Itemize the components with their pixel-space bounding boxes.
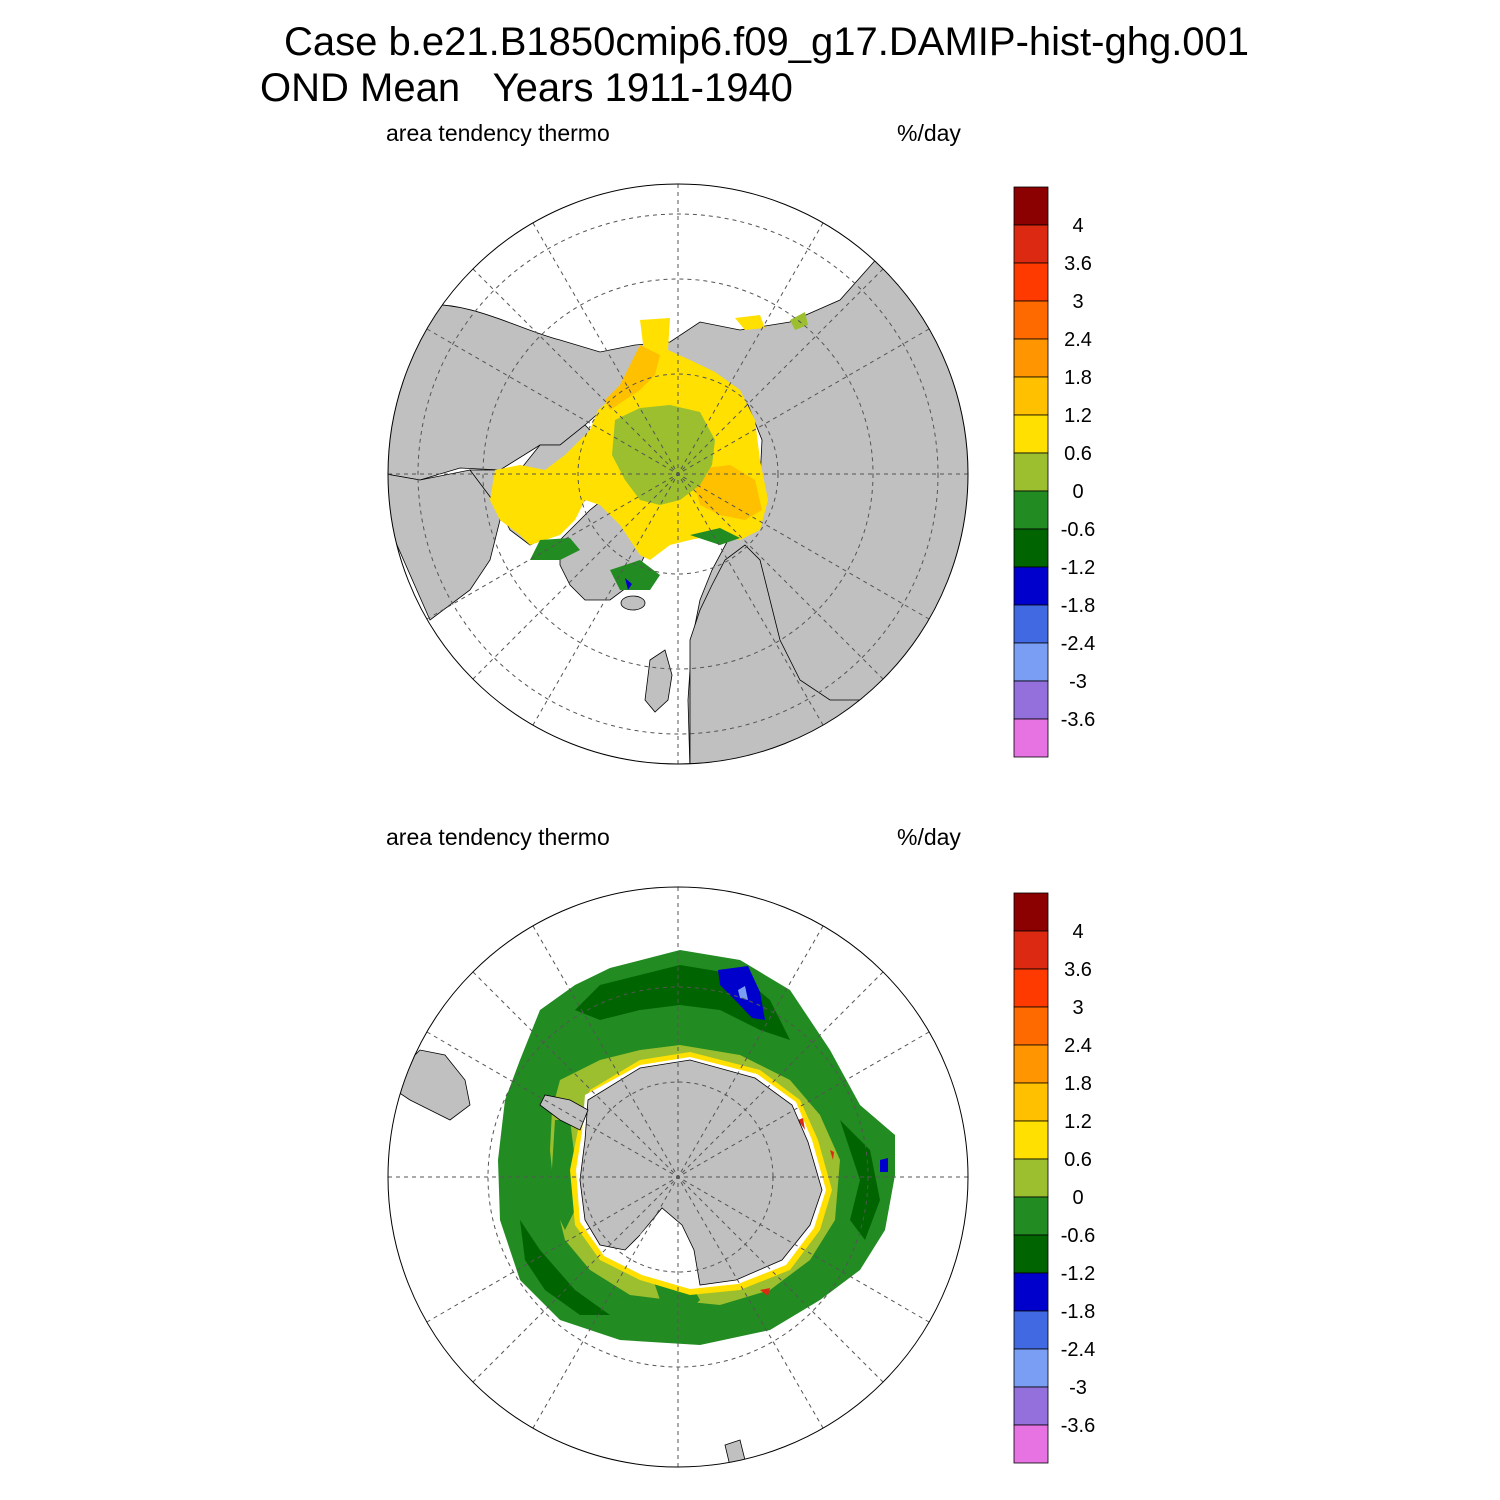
colorbar-swatch <box>1013 338 1049 378</box>
colorbar-swatch <box>1013 642 1049 682</box>
colorbar-swatch <box>1013 1158 1049 1198</box>
colorbar-tick-label: -1.2 <box>1061 557 1095 579</box>
colorbar-swatch <box>1013 892 1049 932</box>
colorbar-swatch <box>1013 680 1049 720</box>
colorbar-swatch <box>1013 1272 1049 1312</box>
colorbar-swatch <box>1013 1120 1049 1160</box>
north-panel-units-label: %/day <box>897 120 961 146</box>
antarctic-map <box>387 886 969 1468</box>
colorbar-north: 4 3.6 3 2.4 1.8 1.2 0.6 0 -0.6 -1.2 -1.8 -2.4 -3 -3.6 <box>1013 186 1095 758</box>
colorbar-tick-label: 2.4 <box>1064 1035 1092 1057</box>
colorbar-tick-label: 1.8 <box>1064 1073 1092 1095</box>
colorbar-tick-label: 0 <box>1072 481 1083 503</box>
colorbar-tick-label: 3 <box>1072 997 1083 1019</box>
colorbar-tick-label: 1.8 <box>1064 367 1092 389</box>
colorbar-tick-label: 4 <box>1072 921 1083 943</box>
colorbar-tick-label: -3.6 <box>1061 1415 1095 1437</box>
colorbar-tick-label: -1.8 <box>1061 595 1095 617</box>
colorbar-tick-label: 2.4 <box>1064 329 1092 351</box>
colorbar-tick-label: 0 <box>1072 1187 1083 1209</box>
colorbar-swatch <box>1013 300 1049 340</box>
colorbar-swatch <box>1013 930 1049 970</box>
colorbar-swatch <box>1013 186 1049 226</box>
colorbar-tick-label: -2.4 <box>1061 1339 1095 1361</box>
colorbar-swatch <box>1013 452 1049 492</box>
colorbar-swatch <box>1013 224 1049 264</box>
colorbar-swatch <box>1013 1424 1049 1464</box>
colorbar-swatch <box>1013 414 1049 454</box>
colorbar-tick-label: 3.6 <box>1064 959 1092 981</box>
colorbar-swatch <box>1013 490 1049 530</box>
south-graticule <box>388 887 968 1467</box>
north-central-arctic <box>612 405 715 505</box>
colorbar-tick-label: -2.4 <box>1061 633 1095 655</box>
colorbar-swatch <box>1013 528 1049 568</box>
colorbar-tick-label: -1.8 <box>1061 1301 1095 1323</box>
colorbar-swatch <box>1013 262 1049 302</box>
colorbar-swatch <box>1013 1234 1049 1274</box>
colorbar-swatch <box>1013 1196 1049 1236</box>
colorbar-tick-label: 0.6 <box>1064 1149 1092 1171</box>
figure-title-case: Case b.e21.B1850cmip6.f09_g17.DAMIP-hist… <box>284 20 1250 64</box>
colorbar-tick-label: 4 <box>1072 215 1083 237</box>
colorbar-swatch <box>1013 968 1049 1008</box>
south-panel-units-label: %/day <box>897 824 961 850</box>
colorbar-swatch <box>1013 376 1049 416</box>
colorbar-swatch <box>1013 566 1049 606</box>
colorbar-tick-label: 3.6 <box>1064 253 1092 275</box>
colorbar-tick-label: 0.6 <box>1064 443 1092 465</box>
colorbar-tick-label: -0.6 <box>1061 519 1095 541</box>
colorbar-swatch <box>1013 604 1049 644</box>
colorbar-swatch <box>1013 1310 1049 1350</box>
colorbar-swatch <box>1013 1082 1049 1122</box>
colorbar-tick-label: -3.6 <box>1061 709 1095 731</box>
arctic-map <box>387 183 969 765</box>
colorbar-swatch <box>1013 718 1049 758</box>
colorbar-tick-label: 1.2 <box>1064 1111 1092 1133</box>
colorbar-south: 4 3.6 3 2.4 1.8 1.2 0.6 0 -0.6 -1.2 -1.8 -2.4 -3 -3.6 <box>1013 892 1095 1464</box>
north-graticule <box>388 184 968 764</box>
north-panel-variable-label: area tendency thermo <box>386 120 610 146</box>
figure-title-period: OND Mean Years 1911-1940 <box>260 66 793 110</box>
colorbar-swatch <box>1013 1044 1049 1084</box>
colorbar-tick-label: -3 <box>1069 671 1087 693</box>
colorbar-tick-label: -0.6 <box>1061 1225 1095 1247</box>
south-panel-variable-label: area tendency thermo <box>386 824 610 850</box>
colorbar-tick-label: 1.2 <box>1064 405 1092 427</box>
colorbar-swatch <box>1013 1348 1049 1388</box>
land-south-america <box>394 1049 471 1121</box>
colorbar-swatch <box>1013 1006 1049 1046</box>
colorbar-tick-label: -3 <box>1069 1377 1087 1399</box>
colorbar-tick-label: 3 <box>1072 291 1083 313</box>
colorbar-swatch <box>1013 1386 1049 1426</box>
colorbar-tick-label: -1.2 <box>1061 1263 1095 1285</box>
